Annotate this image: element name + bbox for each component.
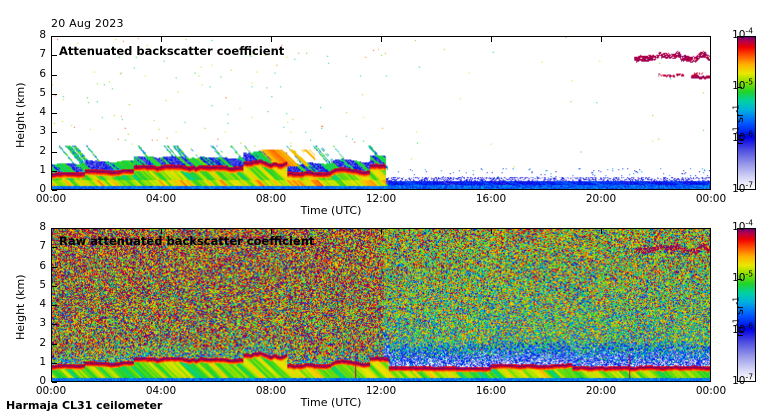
y-tick-mark: [52, 190, 57, 191]
y-tick-mark: [52, 267, 57, 268]
y-axis-title-bottom: Height (km): [14, 274, 27, 340]
heatmap-canvas-raw-attenuated-backscatter: [52, 229, 710, 381]
x-tick-label: 08:00: [255, 385, 287, 397]
y-tick-label: 5: [39, 278, 46, 291]
x-tick-mark: [381, 37, 382, 42]
x-tick-mark: [601, 229, 602, 234]
colorbar-tick-mark: [738, 279, 742, 280]
y-tick-label: 2: [39, 336, 46, 349]
x-tick-label: 20:00: [585, 193, 617, 205]
colorbar-tick-label: 10-5: [732, 269, 753, 285]
footer-station-label: Harmaja CL31 ceilometer: [6, 399, 163, 412]
y-tick-mark: [52, 305, 57, 306]
plot-area-attenuated-backscatter[interactable]: Attenuated backscatter coefficient: [51, 36, 711, 190]
y-tick-label: 6: [39, 67, 46, 80]
y-tick-label: 3: [39, 125, 46, 138]
x-tick-mark: [491, 37, 492, 42]
y-tick-label: 1: [39, 355, 46, 368]
x-tick-mark: [161, 37, 162, 42]
y-tick-mark: [52, 286, 57, 287]
colorbar-tick-label: 10-6: [732, 321, 753, 336]
colorbar-gradient-bottom: [737, 228, 756, 382]
y-tick-label: 1: [39, 163, 46, 176]
y-tick-label: 0: [39, 183, 46, 195]
colorbar-tick-label: 10-6: [732, 129, 753, 144]
y-tick-mark: [52, 152, 57, 153]
colorbar-tick-label: 10-4: [732, 218, 753, 233]
colorbar-tick-label: 10-7: [732, 180, 753, 195]
x-axis-title-bottom: Time (UTC): [300, 396, 362, 409]
heatmap-canvas-attenuated-backscatter: [52, 37, 710, 189]
y-tick-label: 7: [39, 240, 46, 253]
y-axis-title-top: Height (km): [14, 82, 27, 148]
y-tick-label: 8: [39, 29, 46, 41]
y-tick-label: 4: [39, 298, 46, 310]
y-tick-mark: [52, 324, 57, 325]
y-tick-label: 0: [39, 375, 46, 387]
x-tick-label: 16:00: [475, 385, 507, 397]
y-tick-mark: [52, 75, 57, 76]
y-tick-mark: [52, 171, 57, 172]
date-label: 20 Aug 2023: [51, 17, 124, 30]
x-tick-mark: [601, 37, 602, 42]
x-tick-mark: [271, 229, 272, 234]
y-tick-mark: [52, 382, 57, 383]
x-tick-mark: [381, 229, 382, 234]
x-tick-label: 00:00: [35, 193, 67, 205]
y-tick-mark: [52, 113, 57, 114]
x-axis-title-top: Time (UTC): [300, 204, 362, 217]
x-tick-label: 04:00: [145, 385, 177, 397]
y-tick-label: 3: [39, 317, 46, 330]
y-tick-label: 7: [39, 48, 46, 61]
y-tick-mark: [52, 228, 57, 229]
y-tick-mark: [52, 36, 57, 37]
x-tick-mark: [491, 229, 492, 234]
x-tick-label: 12:00: [365, 385, 397, 397]
x-tick-label: 00:00: [695, 385, 727, 397]
y-tick-mark: [52, 55, 57, 56]
colorbar-tick-label: 10-5: [732, 77, 753, 93]
y-tick-mark: [52, 344, 57, 345]
colorbar-gradient-top: [737, 36, 756, 190]
x-tick-label: 16:00: [475, 193, 507, 205]
y-tick-mark: [52, 247, 57, 248]
colorbar-tick-mark: [738, 139, 742, 140]
y-tick-label: 2: [39, 144, 46, 157]
x-tick-label: 20:00: [585, 385, 617, 397]
colorbar-tick-label: 10-4: [732, 26, 753, 41]
x-tick-label: 12:00: [365, 193, 397, 205]
y-tick-label: 6: [39, 259, 46, 272]
y-tick-label: 5: [39, 86, 46, 99]
x-tick-label: 08:00: [255, 193, 287, 205]
plot-area-raw-attenuated-backscatter[interactable]: Raw attenuated backscatter coefficient: [51, 228, 711, 382]
x-tick-label: 00:00: [695, 193, 727, 205]
y-tick-mark: [52, 94, 57, 95]
colorbar-tick-mark: [738, 87, 742, 88]
colorbar-tick-label: 10-7: [732, 372, 753, 387]
y-tick-mark: [52, 363, 57, 364]
x-tick-label: 00:00: [35, 385, 67, 397]
x-tick-mark: [271, 37, 272, 42]
y-tick-label: 8: [39, 221, 46, 233]
y-tick-label: 4: [39, 106, 46, 118]
y-tick-mark: [52, 132, 57, 133]
x-tick-mark: [161, 229, 162, 234]
x-tick-label: 04:00: [145, 193, 177, 205]
colorbar-tick-mark: [738, 331, 742, 332]
